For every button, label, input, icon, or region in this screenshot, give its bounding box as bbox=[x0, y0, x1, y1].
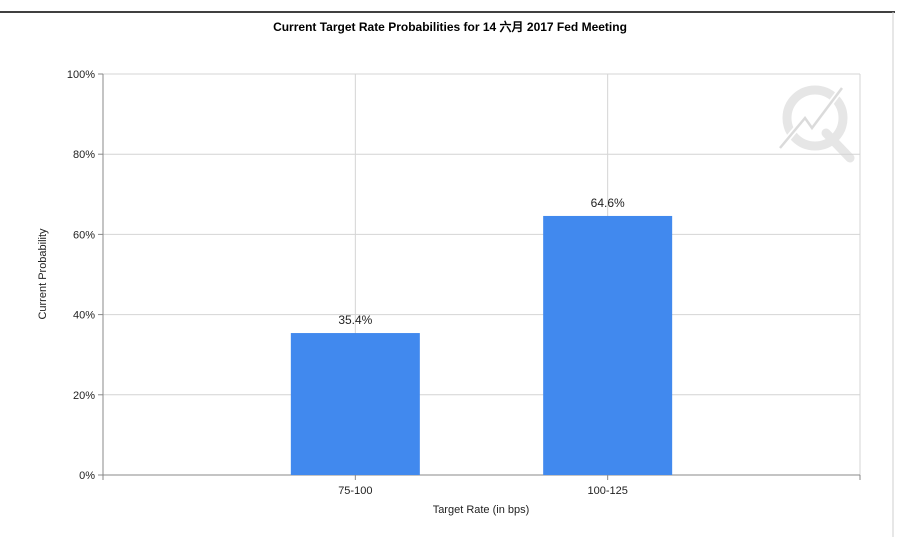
y-tick-label: 0% bbox=[79, 470, 95, 482]
y-tick-label: 100% bbox=[67, 69, 95, 81]
grid-lines bbox=[103, 73, 861, 475]
bar-100-125 bbox=[543, 215, 673, 476]
data-label: 35.4% bbox=[338, 313, 372, 327]
x-tick-label: 100-125 bbox=[587, 485, 627, 497]
y-tick-label: 80% bbox=[73, 149, 95, 161]
y-tick-label: 40% bbox=[73, 310, 95, 322]
data-label: 64.6% bbox=[591, 196, 625, 210]
chart-title: Current Target Rate Probabilities for 14… bbox=[273, 19, 627, 34]
axes bbox=[98, 73, 861, 480]
cme-fedwatch-logo-icon bbox=[777, 85, 855, 163]
y-tick-label: 20% bbox=[73, 390, 95, 402]
y-axis-title: Current Probability bbox=[37, 228, 49, 320]
labels: 0% 20% 40% 60% 80% 100% 35.4% 75-100 64.6% 100-12… bbox=[67, 69, 628, 497]
bars bbox=[290, 215, 673, 476]
x-axis-title: Target Rate (in bps) bbox=[433, 504, 530, 516]
y-tick-label: 60% bbox=[73, 229, 95, 241]
x-tick-label: 75-100 bbox=[338, 485, 372, 497]
bar-75-100 bbox=[290, 333, 420, 475]
